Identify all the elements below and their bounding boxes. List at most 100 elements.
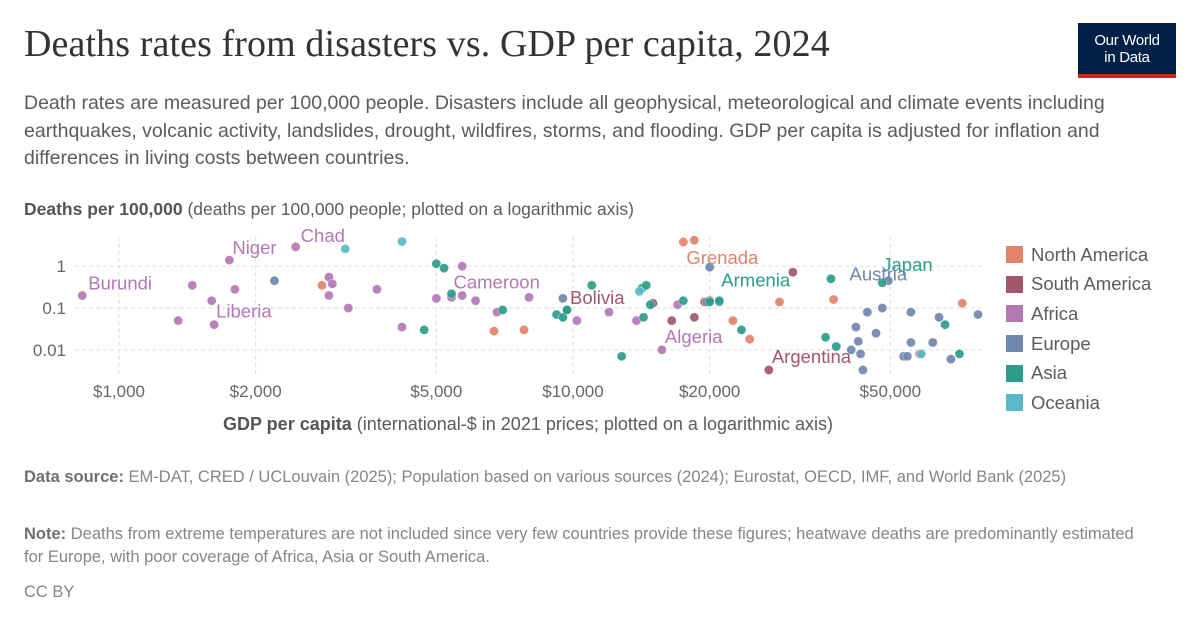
data-point-asia[interactable] bbox=[497, 305, 508, 315]
legend-item[interactable]: South America bbox=[1006, 270, 1151, 300]
data-point-asia[interactable] bbox=[641, 280, 652, 291]
data-point-asia[interactable] bbox=[446, 288, 457, 299]
chart-legend[interactable]: North America South America Africa Europe As… bbox=[1006, 240, 1151, 418]
data-point-north-america[interactable] bbox=[957, 298, 968, 309]
data-point-north-america[interactable] bbox=[489, 326, 499, 337]
data-point-asia[interactable] bbox=[586, 280, 597, 291]
data-point-north-america[interactable] bbox=[744, 334, 755, 345]
data-point-asia[interactable] bbox=[645, 299, 656, 310]
data-point-africa[interactable] bbox=[657, 344, 667, 355]
data-point-asia[interactable] bbox=[638, 312, 649, 323]
data-point-europe[interactable] bbox=[855, 348, 866, 359]
data-point-europe[interactable] bbox=[862, 307, 873, 317]
data-point-asia[interactable] bbox=[616, 351, 627, 362]
data-point-europe[interactable] bbox=[906, 337, 916, 348]
data-point-asia[interactable] bbox=[439, 263, 449, 274]
data-point-europe[interactable] bbox=[846, 344, 857, 355]
country-label: Grenada bbox=[686, 247, 759, 268]
data-point-africa[interactable] bbox=[604, 307, 614, 317]
data-point-asia[interactable] bbox=[736, 324, 747, 335]
scatter-plot[interactable]: 1 0.1 0.01 $1,000 $2,000 $5,000 $10,000 $20,000… bbox=[0, 225, 1000, 410]
data-point-africa[interactable] bbox=[457, 261, 468, 272]
data-point-asia[interactable] bbox=[831, 341, 842, 352]
data-point-south-america[interactable] bbox=[763, 365, 774, 375]
data-point-europe[interactable] bbox=[877, 303, 888, 313]
data-point-africa[interactable] bbox=[343, 303, 354, 313]
data-point-europe[interactable] bbox=[557, 293, 568, 304]
country-label: Armenia bbox=[721, 270, 791, 291]
legend-item[interactable]: Oceania bbox=[1006, 388, 1151, 418]
axis-tick-labels: 1 0.1 0.01 $1,000 $2,000 $5,000 $10,000 $20,000… bbox=[33, 257, 921, 401]
data-point-north-america[interactable] bbox=[519, 324, 529, 335]
data-point-europe[interactable] bbox=[853, 336, 864, 347]
data-point-africa[interactable] bbox=[327, 278, 338, 289]
data-point-south-america[interactable] bbox=[787, 267, 798, 278]
x-tick-label: $50,000 bbox=[860, 382, 921, 401]
data-point-africa[interactable] bbox=[470, 295, 481, 306]
data-point-north-america[interactable] bbox=[689, 235, 700, 246]
data-point-africa[interactable] bbox=[372, 284, 382, 295]
data-point-asia[interactable] bbox=[940, 319, 950, 330]
data-point-africa[interactable] bbox=[187, 280, 198, 291]
data-point-europe[interactable] bbox=[973, 309, 983, 320]
data-point-asia[interactable] bbox=[704, 297, 715, 307]
data-point-europe[interactable] bbox=[906, 307, 916, 317]
data-point-europe[interactable] bbox=[704, 262, 715, 273]
data-point-europe[interactable] bbox=[946, 354, 956, 365]
data-point-asia[interactable] bbox=[820, 332, 831, 343]
data-point-europe[interactable] bbox=[269, 275, 280, 286]
legend-item[interactable]: Africa bbox=[1006, 299, 1151, 329]
data-point-europe[interactable] bbox=[927, 337, 938, 348]
owid-logo[interactable]: Our World in Data bbox=[1078, 23, 1176, 78]
data-point-africa[interactable] bbox=[229, 284, 240, 295]
data-point-africa[interactable] bbox=[431, 293, 442, 304]
data-point-asia[interactable] bbox=[877, 277, 888, 288]
data-point-asia[interactable] bbox=[419, 324, 430, 335]
country-label: Bolivia bbox=[570, 287, 625, 308]
data-point-africa[interactable] bbox=[206, 295, 217, 306]
legend-item[interactable]: North America bbox=[1006, 240, 1151, 270]
logo-line-2: in Data bbox=[1104, 48, 1150, 66]
data-point-oceania[interactable] bbox=[397, 236, 407, 247]
data-point-asia[interactable] bbox=[954, 348, 965, 359]
data-point-oceania[interactable] bbox=[340, 243, 351, 254]
data-point-oceania[interactable] bbox=[634, 286, 645, 297]
data-point-asia[interactable] bbox=[678, 295, 689, 306]
data-point-africa[interactable] bbox=[290, 241, 301, 252]
data-point-north-america[interactable] bbox=[774, 297, 785, 307]
data-point-asia[interactable] bbox=[826, 273, 836, 284]
data-point-asia[interactable] bbox=[431, 258, 442, 269]
legend-swatch bbox=[1006, 364, 1023, 382]
data-point-africa[interactable] bbox=[173, 315, 184, 326]
data-point-europe[interactable] bbox=[857, 365, 868, 375]
data-point-africa[interactable] bbox=[209, 319, 220, 330]
data-point-europe[interactable] bbox=[902, 351, 913, 362]
data-point-africa[interactable] bbox=[524, 292, 534, 303]
data-point-europe[interactable] bbox=[851, 322, 861, 332]
data-point-africa[interactable] bbox=[224, 255, 235, 266]
data-point-asia[interactable] bbox=[562, 305, 572, 315]
y-tick-label: 0.01 bbox=[33, 341, 66, 360]
country-label: Liberia bbox=[216, 301, 272, 322]
data-point-north-america[interactable] bbox=[317, 280, 327, 291]
data-point-asia[interactable] bbox=[714, 295, 725, 306]
legend-item[interactable]: Europe bbox=[1006, 329, 1151, 359]
data-point-africa[interactable] bbox=[572, 315, 582, 326]
data-point-europe[interactable] bbox=[934, 312, 944, 323]
data-point-oceania[interactable] bbox=[916, 348, 927, 359]
data-point-south-america[interactable] bbox=[666, 315, 677, 326]
data-point-north-america[interactable] bbox=[727, 315, 738, 326]
license[interactable]: CC BY bbox=[24, 583, 75, 601]
data-point-north-america[interactable] bbox=[678, 237, 689, 247]
data-point-africa[interactable] bbox=[457, 290, 468, 301]
data-point-africa[interactable] bbox=[77, 290, 88, 301]
data-point-africa[interactable] bbox=[324, 290, 334, 301]
data-point-europe[interactable] bbox=[871, 328, 881, 339]
data-point-north-america[interactable] bbox=[828, 294, 839, 305]
data-point-south-america[interactable] bbox=[689, 312, 700, 323]
data-point-asia[interactable] bbox=[557, 312, 568, 323]
data-point-africa[interactable] bbox=[397, 322, 407, 332]
data-points[interactable] bbox=[77, 235, 983, 375]
data-source-label: Data source: bbox=[24, 468, 124, 486]
legend-item[interactable]: Asia bbox=[1006, 358, 1151, 388]
